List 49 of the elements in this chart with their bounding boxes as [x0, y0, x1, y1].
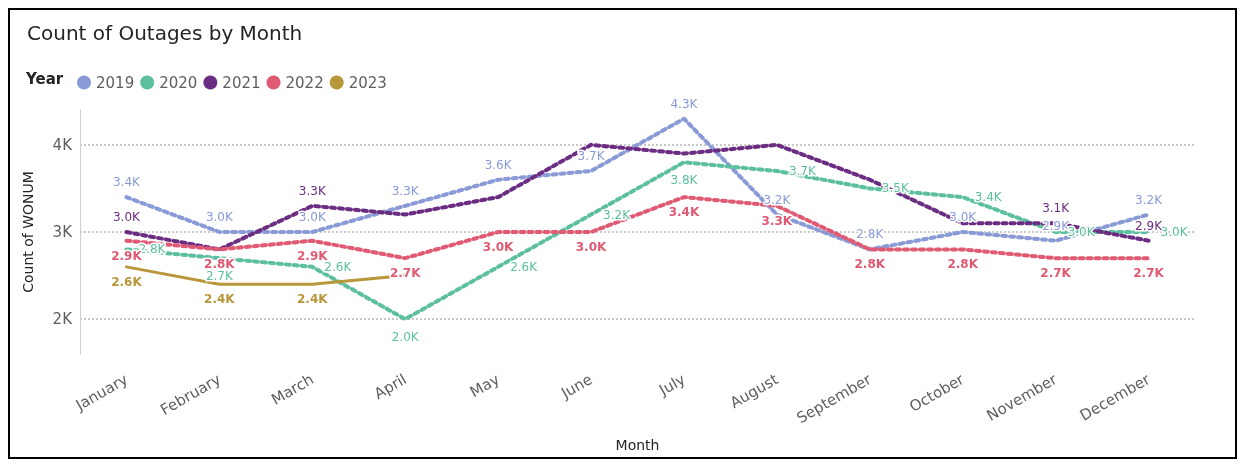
- y-tick-label: 4K: [52, 135, 74, 154]
- data-label: 2.7K: [1040, 266, 1072, 281]
- data-label: 3.2K: [763, 192, 792, 207]
- y-tick-label: 2K: [52, 310, 74, 329]
- data-label: 4.3K: [670, 96, 699, 111]
- data-label: 3.3K: [391, 183, 420, 198]
- data-label: 2.8K: [854, 257, 886, 272]
- data-label: 2.8K: [947, 257, 979, 272]
- data-label: 2.7K: [205, 269, 234, 284]
- data-label: 2.7K: [389, 266, 422, 281]
- data-label: 3.0K: [575, 240, 608, 254]
- data-label: 3.2K: [603, 207, 632, 222]
- data-label: 3.0K: [1160, 225, 1189, 239]
- data-label: 3.0K: [482, 240, 515, 254]
- x-tick-label: July: [655, 370, 689, 400]
- y-tick-label: 3K: [52, 223, 74, 241]
- data-label: 2.6K: [510, 259, 539, 274]
- data-label: 3.4K: [974, 190, 1003, 205]
- legend-label: 2019: [96, 73, 135, 92]
- data-label: 2.6K: [111, 274, 143, 289]
- x-axis-title: Month: [615, 437, 660, 453]
- x-tick-label: May: [466, 370, 503, 402]
- data-label: 3.6K: [484, 157, 513, 172]
- y-axis-title: Count of WONUM: [20, 171, 36, 293]
- data-label: 3.3K: [761, 213, 793, 228]
- data-label: 3.0K: [205, 210, 234, 224]
- data-label: 3.7K: [577, 149, 606, 163]
- data-label: 3.4K: [668, 205, 700, 220]
- legend-label: 2022: [285, 73, 324, 92]
- legend-label: 2020: [159, 73, 198, 92]
- data-label: 2.8K: [856, 227, 885, 242]
- chart-title: Count of Outages by Month: [27, 21, 303, 45]
- data-label: 2.8K: [204, 257, 236, 272]
- data-label: 3.4K: [112, 175, 142, 190]
- data-label: 2.0K: [391, 330, 420, 345]
- data-label: 3.3K: [298, 183, 327, 198]
- data-label: 3.1K: [1042, 201, 1071, 216]
- data-label: 2.4K: [297, 292, 329, 307]
- data-label: 3.0K: [949, 210, 978, 224]
- data-label: 3.8K: [670, 173, 699, 188]
- data-label: 2.4K: [204, 292, 236, 307]
- data-label: 3.2K: [1135, 192, 1164, 207]
- data-label: 3.0K: [112, 210, 142, 224]
- legend-label: 2021: [222, 73, 261, 92]
- legend-title: Year: [25, 69, 64, 88]
- legend-label: 2023: [348, 73, 387, 92]
- data-label: 3.0K: [298, 210, 327, 224]
- data-label: 2.7K: [1133, 266, 1165, 281]
- data-label: 3.5K: [881, 181, 910, 196]
